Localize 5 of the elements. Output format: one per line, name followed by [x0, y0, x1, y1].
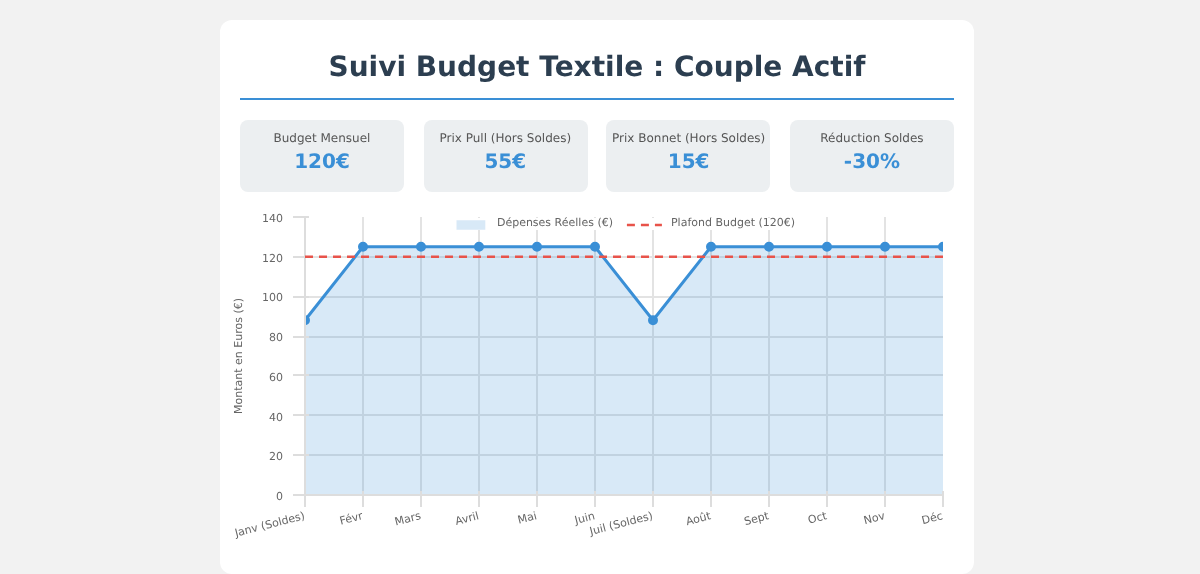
text: 15€ [665, 152, 712, 174]
text: -30% [841, 152, 903, 174]
text: Suivi Budget Textile : Couple Actif [240, 20, 954, 100]
text: 55€ [482, 152, 529, 174]
text: 120€ [292, 152, 352, 174]
